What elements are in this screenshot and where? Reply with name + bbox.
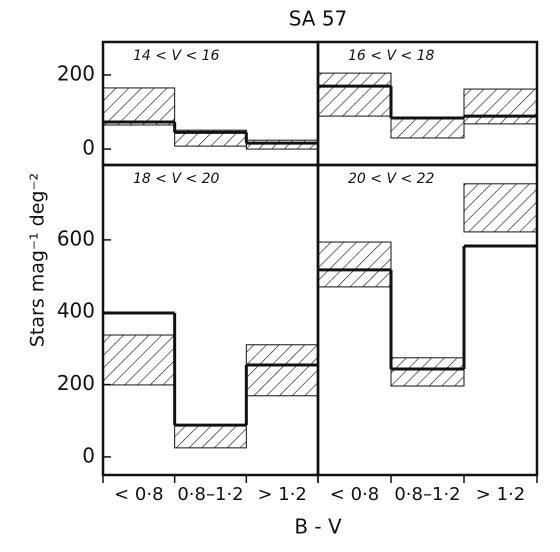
x-tick-label: > 1·2 bbox=[257, 484, 306, 505]
x-axis-label: B - V bbox=[294, 515, 342, 539]
x-tick-label: 0·8–1·2 bbox=[394, 484, 460, 505]
x-tick-label: < 0·8 bbox=[114, 484, 163, 505]
model-band bbox=[463, 183, 538, 233]
panel-frame bbox=[316, 163, 539, 477]
model-band bbox=[317, 72, 392, 117]
model-band bbox=[245, 344, 319, 397]
y-tick-label: 0 bbox=[82, 136, 95, 160]
model-band bbox=[102, 87, 176, 126]
y-axis-label: Stars mag⁻¹ deg⁻² bbox=[27, 173, 49, 347]
y-tick-label: 200 bbox=[57, 61, 95, 85]
panel-label: 14 < V < 16 bbox=[133, 48, 220, 64]
panel-label: 16 < V < 18 bbox=[348, 48, 435, 64]
panel-label: 18 < V < 20 bbox=[133, 171, 220, 187]
model-band bbox=[317, 241, 392, 288]
y-tick-label: 400 bbox=[57, 299, 95, 323]
y-tick-label: 600 bbox=[57, 226, 95, 250]
x-tick-label: > 1·2 bbox=[476, 484, 525, 505]
model-band bbox=[174, 424, 247, 449]
model-band bbox=[390, 116, 465, 139]
model-band bbox=[463, 88, 538, 125]
x-tick-label: 0·8–1·2 bbox=[177, 484, 243, 505]
y-tick-label: 0 bbox=[82, 443, 95, 467]
model-band bbox=[102, 334, 176, 386]
chart-title: SA 57 bbox=[289, 7, 348, 31]
model-band bbox=[390, 357, 465, 387]
x-tick-label: < 0·8 bbox=[330, 484, 379, 505]
y-tick-label: 200 bbox=[57, 371, 95, 395]
panel-label: 20 < V < 22 bbox=[348, 171, 435, 187]
